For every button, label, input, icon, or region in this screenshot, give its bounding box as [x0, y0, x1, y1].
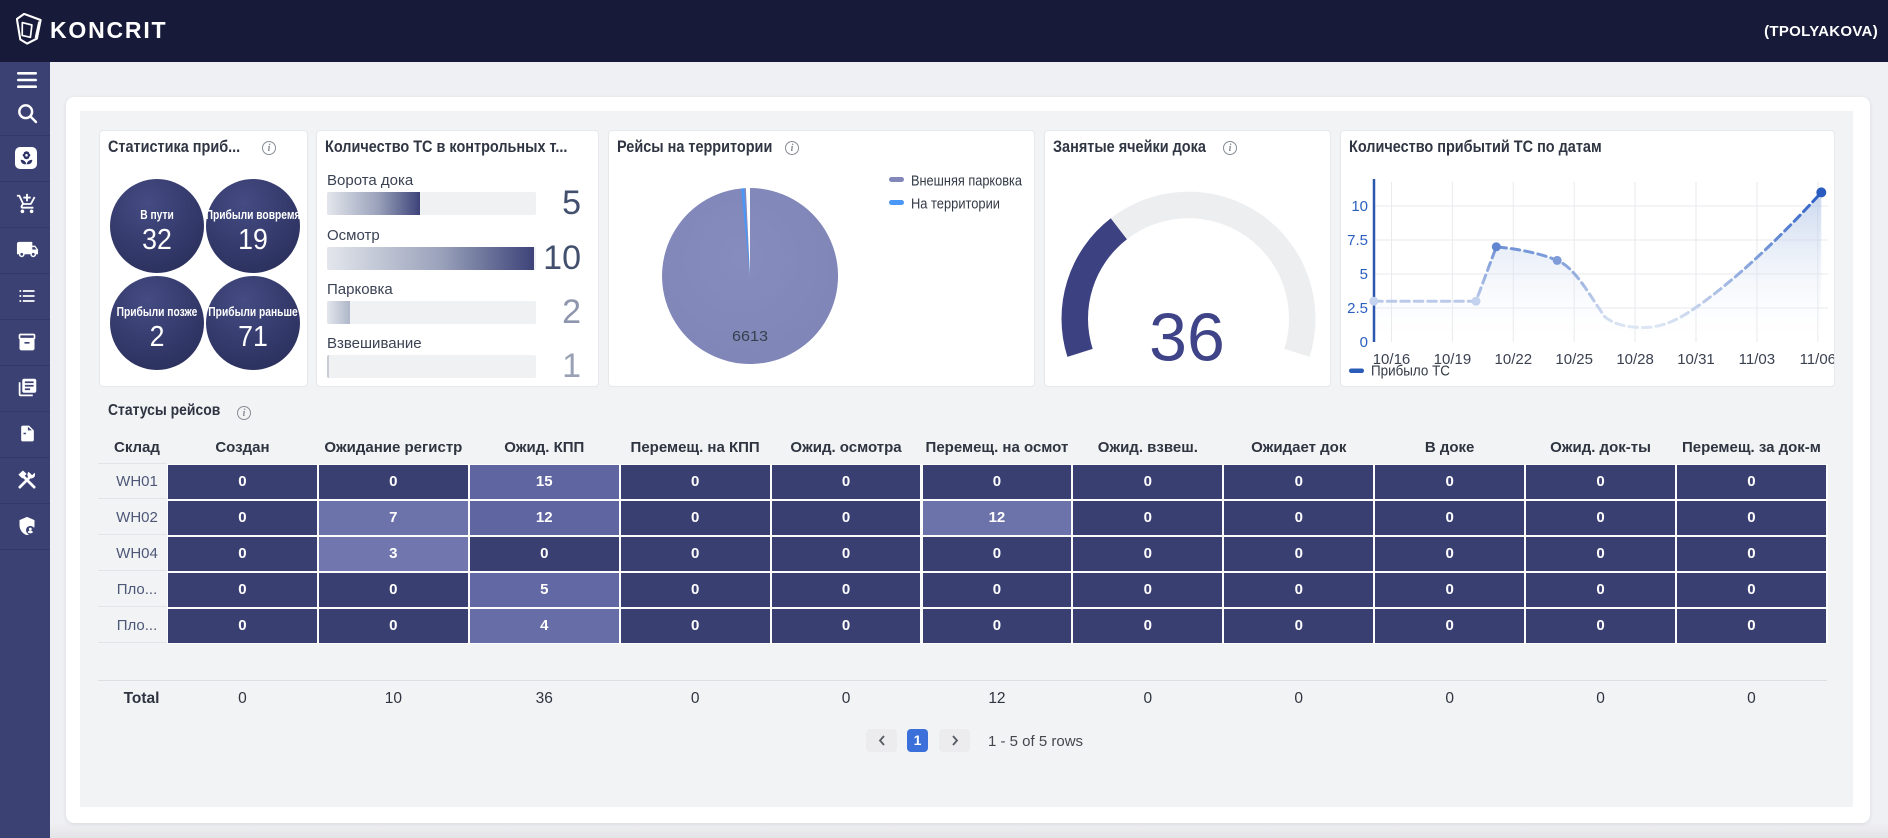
svg-text:11/03: 11/03	[1739, 351, 1775, 368]
svg-text:10/19: 10/19	[1434, 351, 1472, 368]
svg-text:36: 36	[1149, 300, 1225, 376]
svg-text:11/06: 11/06	[1800, 351, 1835, 368]
svg-text:10/16: 10/16	[1373, 351, 1411, 368]
svg-text:5: 5	[1360, 266, 1368, 283]
svg-text:6613: 6613	[732, 328, 768, 345]
svg-text:Прибыло ТС: Прибыло ТС	[1371, 363, 1450, 380]
svg-text:10/31: 10/31	[1677, 351, 1715, 368]
svg-text:10/25: 10/25	[1555, 351, 1593, 368]
svg-text:0: 0	[1360, 334, 1368, 351]
svg-text:На территории: На территории	[911, 196, 1000, 213]
svg-text:10: 10	[1351, 198, 1368, 215]
svg-text:Внешняя парковка: Внешняя парковка	[911, 173, 1023, 190]
svg-text:10/28: 10/28	[1616, 351, 1654, 368]
svg-text:10/22: 10/22	[1495, 351, 1533, 368]
svg-text:2.5: 2.5	[1347, 300, 1368, 317]
svg-text:7.5: 7.5	[1347, 232, 1368, 249]
